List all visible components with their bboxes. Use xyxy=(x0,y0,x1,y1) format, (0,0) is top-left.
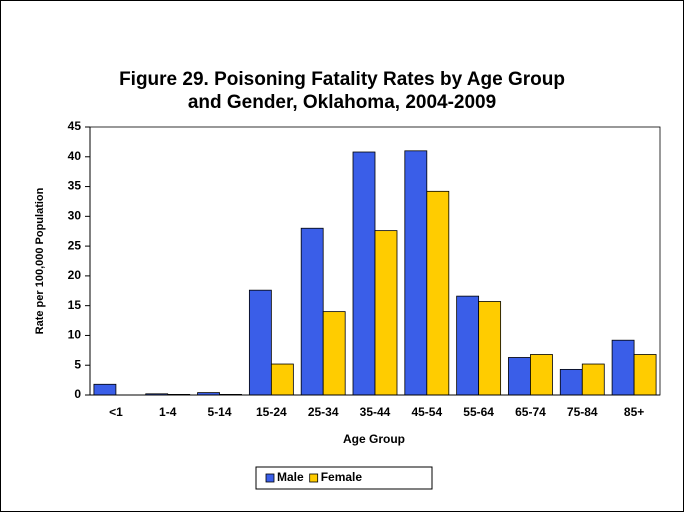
bar xyxy=(300,227,324,396)
chart-title: and Gender, Oklahoma, 2004-2009 xyxy=(188,92,496,113)
x-tick-label: <1 xyxy=(109,405,123,419)
bar xyxy=(352,151,376,396)
legend xyxy=(255,466,433,490)
chart-title: Figure 29. Poisoning Fatality Rates by A… xyxy=(119,69,565,90)
y-tick-label: 15 xyxy=(68,298,82,312)
y-tick-label: 25 xyxy=(68,238,82,252)
y-tick-label: 40 xyxy=(68,149,82,163)
bar xyxy=(530,354,553,396)
x-tick-label: 25-34 xyxy=(308,405,339,419)
x-tick-label: 5-14 xyxy=(208,405,232,419)
bar xyxy=(270,363,294,396)
bar xyxy=(426,190,450,396)
x-tick-label: 35-44 xyxy=(360,405,391,419)
x-tick-label: 65-74 xyxy=(515,405,546,419)
legend-swatch xyxy=(265,473,275,483)
bar xyxy=(508,357,531,396)
bar xyxy=(581,363,605,396)
y-tick-label: 45 xyxy=(68,119,82,133)
x-tick-label: 15-24 xyxy=(256,405,287,419)
x-tick-label: 1-4 xyxy=(159,405,177,419)
x-tick-label: 55-64 xyxy=(463,405,494,419)
y-tick-label: 35 xyxy=(68,179,82,193)
x-tick-label: 85+ xyxy=(624,405,644,419)
bar xyxy=(374,230,398,396)
plot-border xyxy=(89,126,661,396)
bar xyxy=(611,339,635,396)
x-axis-label: Age Group xyxy=(343,432,405,446)
y-tick-label: 20 xyxy=(68,268,82,282)
legend-swatch xyxy=(309,473,319,483)
bar xyxy=(322,311,346,396)
bar xyxy=(559,368,583,396)
legend-label: Male xyxy=(277,470,304,484)
y-tick-label: 10 xyxy=(68,328,82,342)
bar xyxy=(478,301,502,396)
bar xyxy=(456,295,480,396)
bar xyxy=(93,383,117,396)
y-tick-label: 5 xyxy=(74,357,81,371)
y-tick-label: 0 xyxy=(74,387,81,401)
y-axis-label: Rate per 100,000 Population xyxy=(34,187,46,334)
legend-label: Female xyxy=(321,470,363,484)
bar xyxy=(248,289,272,396)
bar xyxy=(633,354,657,396)
y-tick-label: 30 xyxy=(68,209,82,223)
x-tick-label: 75-84 xyxy=(567,405,598,419)
x-tick-label: 45-54 xyxy=(411,405,442,419)
bar xyxy=(404,150,428,396)
